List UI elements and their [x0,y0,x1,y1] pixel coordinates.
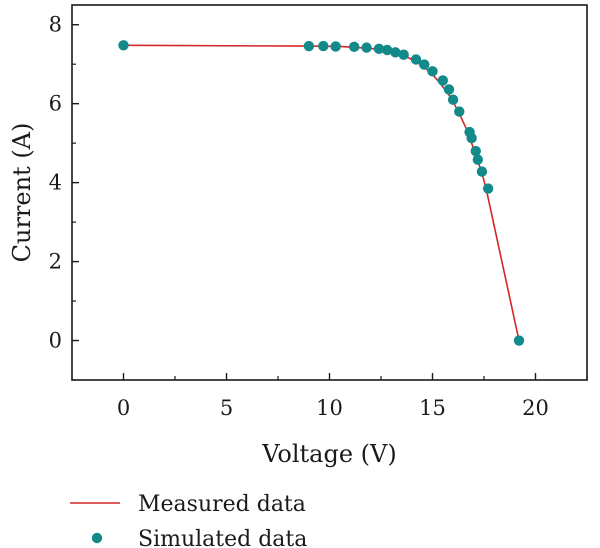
y-tick-label: 8 [49,13,62,37]
simulated-data-point [437,75,448,86]
y-tick-label: 6 [49,92,62,116]
simulated-data-point [470,145,481,157]
simulated-data-point [447,94,459,105]
y-tick-label: 2 [49,250,62,274]
series-layer [118,40,525,346]
simulated-data-point [118,40,129,51]
simulated-data-point [476,166,488,177]
simulated-data-point [381,44,393,56]
simulated-data-point [303,40,315,52]
simulated-data-point [390,47,401,58]
simulated-data-point [427,66,438,77]
simulated-data-point [398,49,409,60]
y-tick-label: 0 [49,329,62,353]
simulated-data-point [513,335,525,346]
x-axis-title: Voltage (V) [261,440,396,468]
simulated-data-point [443,84,455,95]
x-axis-ticks: 0 5 10 15 20 [71,373,588,420]
simulated-data-point [419,59,430,70]
x-tick-label: 10 [316,396,343,420]
simulated-data-point [410,54,422,65]
x-tick-label: 20 [522,396,549,420]
simulated-data-point [482,183,494,194]
measured-data-line [123,44,520,341]
legend-label-measured: Measured data [138,492,306,517]
y-axis-title: Current (A) [8,123,36,263]
x-tick-label: 15 [419,396,446,420]
simulated-data-point [454,106,465,117]
simulated-data-point [472,154,484,165]
x-tick-label: 5 [220,396,233,420]
plot-border [71,4,588,381]
simulated-data-point [349,41,360,53]
simulated-data-point [330,41,341,52]
legend-swatch-simulated [91,532,103,544]
simulated-data-point [361,42,372,53]
simulated-data-point [318,40,329,52]
legend-label-simulated: Simulated data [138,527,307,548]
y-axis-ticks: 0 2 4 6 8 [49,13,79,381]
simulated-data-point [373,43,385,55]
simulated-data-point [466,132,477,144]
y-tick-label: 4 [49,171,62,195]
x-tick-label: 0 [117,396,130,420]
plot-frame [71,4,588,381]
legend: Measured data Simulated data [70,492,307,548]
